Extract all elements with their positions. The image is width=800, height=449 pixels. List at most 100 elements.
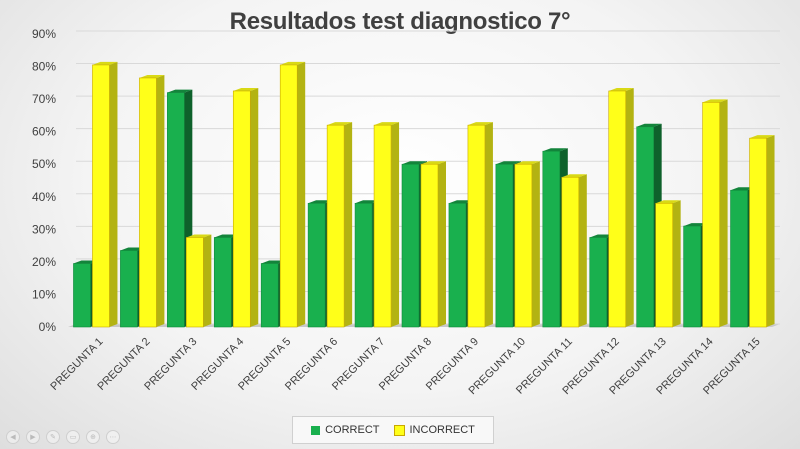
legend: CORRECT INCORRECT bbox=[292, 416, 494, 444]
bar-incorrect-8 bbox=[420, 161, 446, 328]
bar-side bbox=[156, 74, 165, 327]
bar-incorrect-15 bbox=[749, 135, 775, 328]
bar-front bbox=[92, 64, 110, 328]
bar-front bbox=[495, 163, 514, 328]
bar-top bbox=[92, 61, 118, 65]
bar-front bbox=[749, 137, 767, 328]
bar-side bbox=[766, 135, 775, 327]
legend-swatch-correct bbox=[311, 425, 321, 435]
more-options-icon[interactable]: ⋯ bbox=[106, 430, 120, 444]
bar-top bbox=[608, 87, 634, 91]
y-tick-label: 10% bbox=[32, 287, 56, 301]
bar-incorrect-3 bbox=[186, 234, 212, 328]
bar-front bbox=[260, 263, 279, 328]
y-tick-label: 60% bbox=[32, 125, 56, 139]
bar-front bbox=[636, 126, 654, 328]
bar-incorrect-6 bbox=[326, 122, 353, 328]
bar-incorrect-9 bbox=[467, 122, 493, 328]
bar-side bbox=[391, 122, 400, 328]
bar-top bbox=[467, 122, 493, 126]
bar-front bbox=[683, 225, 701, 328]
bar-side bbox=[203, 234, 212, 327]
bar-front bbox=[139, 77, 157, 328]
bar-top bbox=[280, 61, 306, 65]
bar-front bbox=[467, 124, 486, 328]
legend-label-correct: CORRECT bbox=[325, 424, 380, 436]
bar-top bbox=[421, 161, 446, 165]
bar-top bbox=[749, 135, 775, 139]
bar-front bbox=[420, 163, 439, 328]
bar-front bbox=[448, 202, 467, 328]
bar-top bbox=[542, 148, 568, 152]
bar-front bbox=[608, 90, 627, 328]
y-tick-label: 0% bbox=[39, 320, 57, 334]
bar-incorrect-11 bbox=[561, 174, 587, 328]
bar-side bbox=[719, 99, 728, 327]
bar-side bbox=[250, 87, 259, 327]
bar-incorrect-5 bbox=[279, 61, 306, 328]
bar-top bbox=[702, 99, 728, 103]
bar-incorrect-13 bbox=[655, 200, 681, 328]
bar-side bbox=[109, 61, 118, 328]
bar-top bbox=[514, 161, 540, 165]
bar-top bbox=[374, 122, 400, 126]
bar-top bbox=[186, 234, 212, 238]
bar-front bbox=[73, 263, 91, 328]
bar-top bbox=[327, 122, 353, 126]
bar-top bbox=[167, 89, 193, 93]
bar-front bbox=[213, 237, 232, 328]
bar-front bbox=[186, 237, 204, 328]
bar-side bbox=[531, 161, 540, 327]
bar-front bbox=[279, 64, 298, 328]
bar-front bbox=[730, 189, 748, 328]
bar-side bbox=[578, 174, 587, 327]
y-tick-label: 30% bbox=[32, 222, 56, 236]
bar-side bbox=[297, 61, 306, 328]
bar-incorrect-12 bbox=[608, 87, 634, 328]
bar-top bbox=[139, 74, 165, 78]
bar-top bbox=[495, 161, 521, 165]
bar-front bbox=[167, 92, 185, 328]
slides-icon[interactable]: ▭ bbox=[66, 430, 80, 444]
bar-front bbox=[589, 237, 608, 328]
zoom-icon[interactable]: ⊕ bbox=[86, 430, 100, 444]
pen-icon[interactable]: ✎ bbox=[46, 430, 60, 444]
bar-front bbox=[514, 163, 533, 328]
legend-item-incorrect: INCORRECT bbox=[393, 424, 475, 436]
bar-front bbox=[542, 150, 561, 328]
bar-front bbox=[307, 202, 326, 328]
bar-top bbox=[561, 174, 587, 178]
bar-front bbox=[401, 163, 420, 328]
bar-side bbox=[438, 161, 446, 327]
bar-incorrect-1 bbox=[92, 61, 118, 328]
previous-slide-icon[interactable]: ◀ bbox=[6, 430, 20, 444]
bar-side bbox=[672, 200, 681, 327]
bar-incorrect-10 bbox=[514, 161, 540, 328]
bar-side bbox=[625, 87, 634, 327]
bar-front bbox=[561, 176, 580, 328]
bar-top bbox=[233, 87, 259, 91]
bar-side bbox=[344, 122, 353, 328]
bar-front bbox=[326, 124, 345, 328]
bar-front bbox=[373, 124, 392, 328]
slideshow-controls: ◀ ▶ ✎ ▭ ⊕ ⋯ bbox=[6, 430, 120, 444]
bar-front bbox=[655, 202, 673, 328]
y-tick-label: 90% bbox=[32, 27, 56, 41]
y-tick-label: 70% bbox=[32, 92, 56, 106]
bar-front bbox=[702, 102, 720, 328]
y-tick-label: 20% bbox=[32, 255, 56, 269]
bar-top bbox=[655, 200, 681, 204]
bar-top bbox=[636, 123, 662, 127]
bar-front bbox=[120, 250, 138, 328]
bar-side bbox=[484, 122, 493, 328]
bar-incorrect-2 bbox=[139, 74, 165, 328]
y-tick-label: 50% bbox=[32, 157, 56, 171]
next-slide-icon[interactable]: ▶ bbox=[26, 430, 40, 444]
bar-incorrect-7 bbox=[373, 122, 400, 328]
bar-incorrect-4 bbox=[232, 87, 259, 328]
bar-front bbox=[232, 90, 251, 328]
bar-front bbox=[354, 202, 373, 328]
legend-label-incorrect: INCORRECT bbox=[409, 424, 475, 436]
legend-item-correct: CORRECT bbox=[311, 424, 380, 436]
